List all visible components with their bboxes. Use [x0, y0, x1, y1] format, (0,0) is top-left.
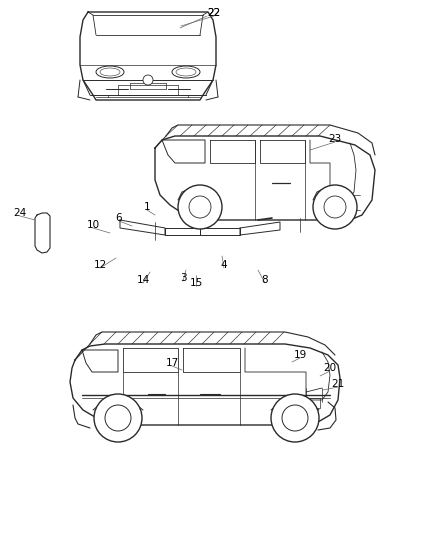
Circle shape — [189, 196, 211, 218]
Text: 14: 14 — [136, 275, 149, 285]
Text: 20: 20 — [323, 363, 336, 373]
Circle shape — [323, 196, 345, 218]
Text: 22: 22 — [207, 8, 220, 18]
Text: 23: 23 — [328, 134, 341, 144]
Text: 1: 1 — [143, 202, 150, 212]
Circle shape — [94, 394, 141, 442]
Text: 19: 19 — [293, 350, 306, 360]
Ellipse shape — [100, 68, 120, 76]
Text: 8: 8 — [261, 275, 268, 285]
Circle shape — [143, 75, 153, 85]
Text: 24: 24 — [13, 208, 27, 218]
Text: 10: 10 — [86, 220, 99, 230]
Ellipse shape — [172, 66, 200, 78]
Circle shape — [105, 405, 131, 431]
Text: 4: 4 — [220, 260, 227, 270]
Ellipse shape — [96, 66, 124, 78]
Text: 21: 21 — [331, 379, 344, 389]
Text: 22: 22 — [207, 8, 220, 18]
Text: 12: 12 — [93, 260, 106, 270]
Text: 6: 6 — [116, 213, 122, 223]
Circle shape — [312, 185, 356, 229]
Text: 15: 15 — [189, 278, 202, 288]
Text: 3: 3 — [179, 273, 186, 283]
Text: 17: 17 — [165, 358, 178, 368]
Circle shape — [281, 405, 307, 431]
Ellipse shape — [176, 68, 195, 76]
Circle shape — [177, 185, 222, 229]
Circle shape — [270, 394, 318, 442]
